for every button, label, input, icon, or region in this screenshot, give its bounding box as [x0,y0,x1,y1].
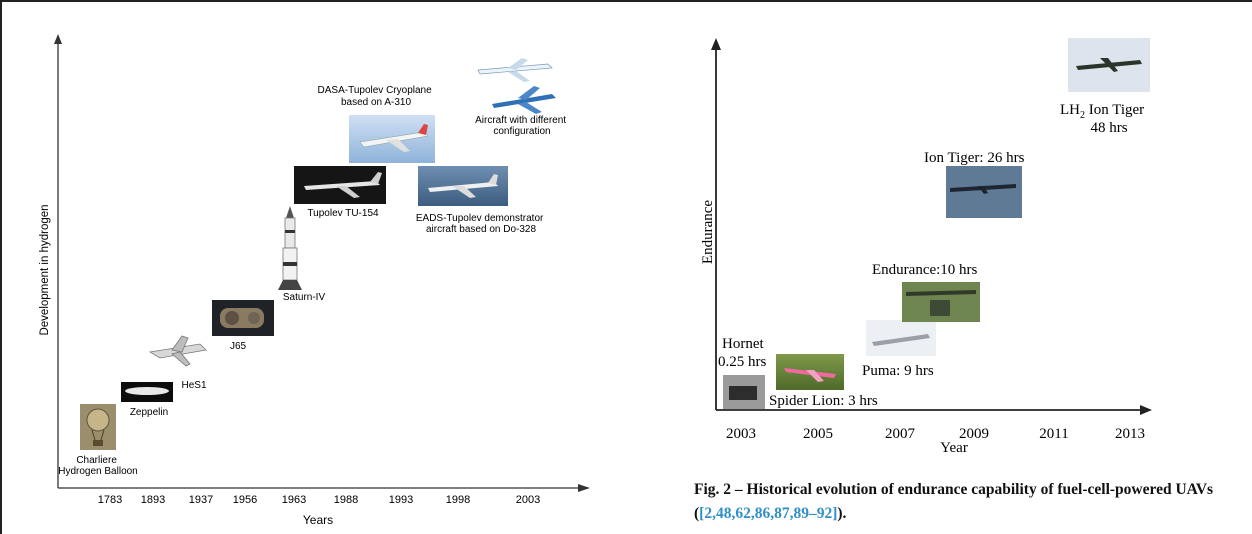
spider-lion-image [723,375,765,409]
saturn-label: Saturn-IV [283,292,326,303]
endurance-image [902,282,980,322]
spider-lion-label: Spider Lion: 3 hrs [769,393,878,409]
tu154-label: Tupolev TU-154 [307,208,379,219]
right-x-tick-label: 2013 [1115,426,1145,442]
lh2-ion-tiger-image [1068,38,1150,92]
eads-demonstrator-image [418,166,508,206]
tu154-image [294,166,386,204]
saturn-rocket-image [278,206,302,290]
left-x-tick-label: 1993 [389,494,413,506]
lh2-hours-label: 48 hrs [1090,120,1127,136]
eads-label: EADS-Tupolev demonstrator aircraft based… [416,213,546,235]
left-y-arrow [54,34,62,44]
right-x-tick-label: 2011 [1039,426,1068,442]
ion-tiger-label: Ion Tiger: 26 hrs [924,150,1025,166]
right-y-label: Endurance [700,200,716,264]
figure-caption: Fig. 2 – Historical evolution of enduran… [694,478,1234,526]
balloon-label: Charliere Hydrogen Balloon [58,455,138,477]
right-x-tick-label: 2009 [959,426,989,442]
left-x-tick-label: 1963 [282,494,306,506]
j65-label: J65 [230,341,247,352]
puma-label: Puma: 9 hrs [862,363,934,379]
left-x-tick-label: 1937 [189,494,213,506]
caption-end: ). [837,505,847,522]
cryoplane-label: DASA-Tupolev Cryoplane based on A-310 [318,85,435,108]
left-x-label: Years [303,513,333,527]
lh2-ion-tiger-label: LH2 Ion Tiger [1060,102,1144,121]
right-chart: Endurance Year 2003 2005 2007 2009 2011 2013 … [700,38,1152,456]
caption-references-link[interactable]: [2,48,62,86,87,89–92] [699,505,838,522]
cryoplane-image [349,115,435,163]
puma-image [866,320,936,356]
caption-text: Fig. 2 – Historical evolution of enduran… [694,481,1214,522]
right-x-tick-label: 2007 [885,426,916,442]
hornet-image [776,354,844,390]
right-x-arrow [1140,405,1152,415]
left-x-tick-label: 1783 [98,494,122,506]
left-x-tick-label: 1956 [233,494,257,506]
hornet-label: Hornet 0.25 hrs [718,336,767,370]
right-y-arrow [711,38,721,50]
ion-tiger-image [946,166,1022,218]
left-x-ticks: 1783 1893 1937 1956 1963 1988 1993 1998 2003 [98,494,540,506]
right-x-label: Year [940,440,968,456]
left-x-tick-label: 1998 [446,494,470,506]
zeppelin-label: Zeppelin [130,407,168,418]
hes1-image [148,335,207,367]
right-x-tick-label: 2003 [726,426,756,442]
left-x-tick-label: 2003 [516,494,540,506]
endurance-label: Endurance:10 hrs [872,262,978,278]
left-chart: Development in hydrogen Years 1783 1893 19… [39,34,590,527]
j65-image [212,300,274,336]
balloon-image [80,404,116,450]
zeppelin-image [121,382,173,402]
left-x-tick-label: 1893 [141,494,165,506]
different-aircraft-label: Aircraft with different configuration [475,115,569,137]
left-x-arrow [578,484,590,492]
hes1-label: HeS1 [181,380,206,391]
different-aircraft-image [477,58,556,114]
right-x-tick-label: 2005 [803,426,833,442]
left-x-tick-label: 1988 [334,494,358,506]
left-y-label: Development in hydrogen [39,204,51,335]
right-x-ticks: 2003 2005 2007 2009 2011 2013 [726,426,1145,442]
